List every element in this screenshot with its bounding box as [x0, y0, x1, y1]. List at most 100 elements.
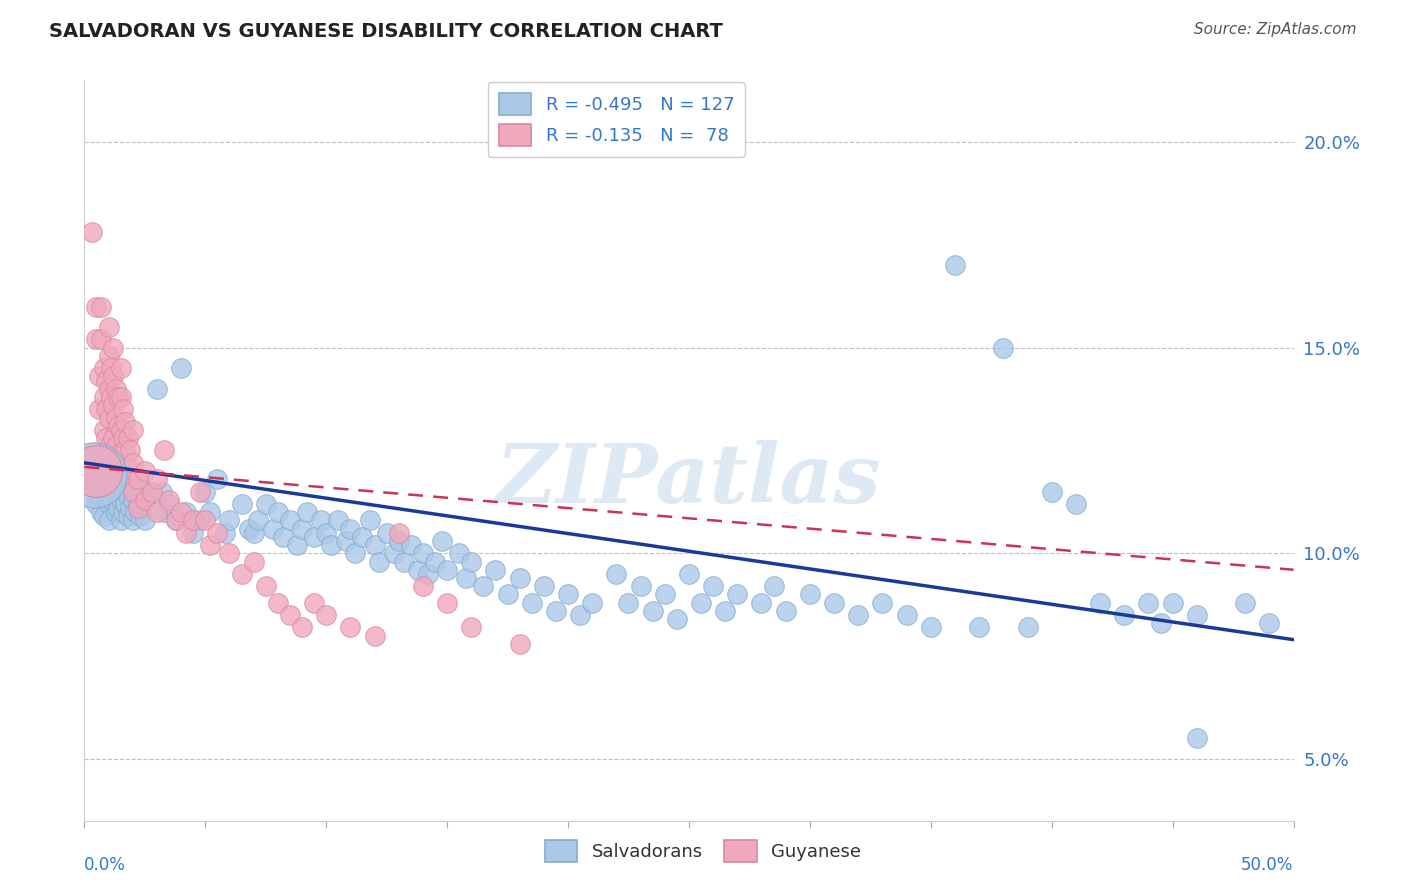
Point: [86, 464, 108, 478]
Point: [141, 484, 163, 499]
Point: [94, 374, 117, 388]
Point: [1114, 607, 1136, 622]
Point: [97, 497, 120, 511]
Point: [1040, 484, 1063, 499]
Point: [103, 369, 125, 384]
Point: [97, 439, 120, 453]
Point: [278, 607, 301, 622]
Point: [194, 513, 217, 527]
Point: [129, 489, 152, 503]
Point: [496, 587, 519, 601]
Point: [181, 513, 204, 527]
Point: [103, 431, 125, 445]
Point: [291, 522, 314, 536]
Point: [319, 538, 342, 552]
Point: [110, 472, 132, 486]
Point: [605, 566, 627, 581]
Point: [104, 505, 127, 519]
Point: [344, 546, 367, 560]
Point: [328, 513, 350, 527]
Point: [112, 431, 135, 445]
Point: [375, 525, 398, 540]
Point: [110, 390, 132, 404]
Point: [218, 546, 240, 560]
Point: [107, 418, 129, 433]
Point: [190, 484, 212, 499]
Point: [134, 513, 156, 527]
Point: [702, 579, 724, 593]
Point: [110, 423, 132, 437]
Point: [238, 522, 260, 536]
Point: [97, 410, 120, 425]
Point: [302, 596, 325, 610]
Point: [134, 492, 156, 507]
Point: [146, 472, 169, 486]
Point: [97, 480, 120, 494]
Point: [146, 382, 169, 396]
Point: [97, 320, 120, 334]
Point: [285, 538, 308, 552]
Point: [112, 505, 135, 519]
Point: [117, 509, 139, 524]
Point: [110, 513, 132, 527]
Point: [120, 443, 142, 458]
Point: [121, 513, 143, 527]
Point: [872, 596, 894, 610]
Point: [103, 489, 125, 503]
Point: [117, 459, 139, 474]
Text: 50.0%: 50.0%: [1241, 856, 1294, 874]
Point: [121, 484, 143, 499]
Point: [725, 587, 748, 601]
Point: [121, 456, 143, 470]
Point: [254, 579, 277, 593]
Point: [80, 464, 103, 478]
Point: [247, 513, 270, 527]
Point: [127, 497, 149, 511]
Point: [104, 484, 127, 499]
Point: [630, 579, 652, 593]
Point: [291, 620, 314, 634]
Point: [120, 480, 142, 494]
Point: [112, 484, 135, 499]
Point: [120, 501, 142, 516]
Point: [114, 415, 136, 429]
Point: [509, 637, 531, 651]
Point: [97, 349, 120, 363]
Text: Source: ZipAtlas.com: Source: ZipAtlas.com: [1194, 22, 1357, 37]
Text: ZIPatlas: ZIPatlas: [496, 440, 882, 520]
Point: [1234, 596, 1257, 610]
Point: [121, 492, 143, 507]
Point: [153, 443, 176, 458]
Point: [93, 484, 115, 499]
Point: [104, 410, 127, 425]
Point: [823, 596, 845, 610]
Point: [153, 505, 176, 519]
Point: [368, 554, 391, 569]
Point: [1088, 596, 1111, 610]
Point: [484, 563, 506, 577]
Point: [388, 525, 411, 540]
Point: [90, 505, 112, 519]
Point: [94, 472, 117, 486]
Point: [80, 226, 103, 240]
Point: [134, 492, 156, 507]
Point: [751, 596, 773, 610]
Point: [117, 489, 139, 503]
Point: [267, 596, 290, 610]
Point: [278, 513, 301, 527]
Legend: R = -0.495   N = 127, R = -0.135   N =  78: R = -0.495 N = 127, R = -0.135 N = 78: [488, 82, 745, 157]
Point: [406, 563, 429, 577]
Point: [799, 587, 821, 601]
Point: [569, 607, 592, 622]
Point: [335, 533, 357, 548]
Point: [165, 513, 187, 527]
Point: [170, 361, 193, 376]
Point: [127, 501, 149, 516]
Point: [1064, 497, 1087, 511]
Point: [86, 472, 108, 486]
Point: [87, 369, 110, 384]
Point: [117, 431, 139, 445]
Point: [231, 497, 253, 511]
Point: [110, 361, 132, 376]
Point: [302, 530, 325, 544]
